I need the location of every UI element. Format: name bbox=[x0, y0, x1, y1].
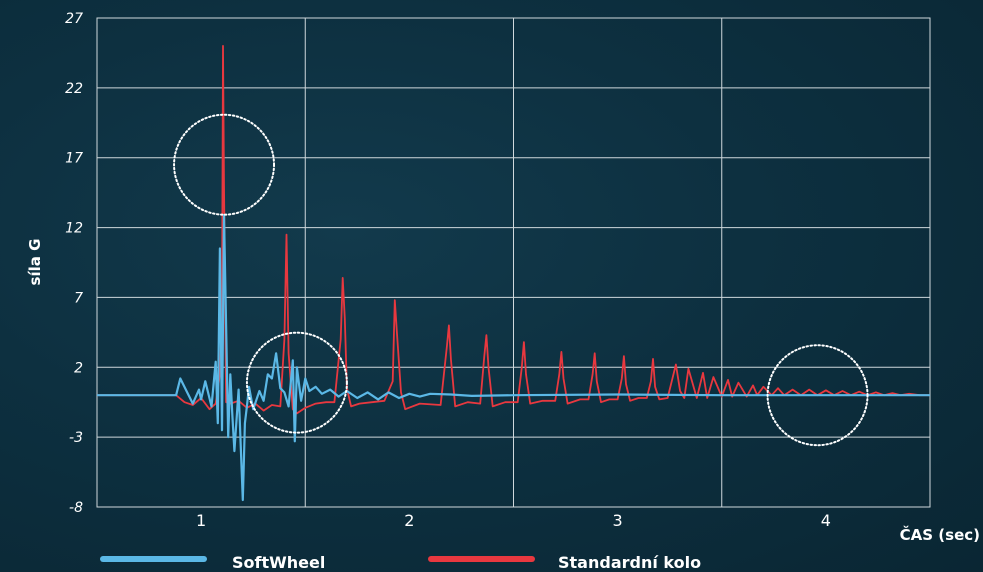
annotation-circle bbox=[245, 331, 348, 434]
x-tick-label: 3 bbox=[613, 511, 623, 530]
y-axis-label: síla G bbox=[26, 239, 44, 286]
y-tick-label: 22 bbox=[65, 81, 83, 97]
x-tick-label: 2 bbox=[404, 511, 414, 530]
legend-swatch-standard bbox=[428, 556, 535, 562]
series-line-softwheel bbox=[97, 213, 930, 502]
y-tick-label: -3 bbox=[69, 430, 83, 446]
legend-label-softwheel: SoftWheel bbox=[232, 553, 325, 572]
annotation-circle bbox=[766, 344, 869, 447]
legend: SoftWheel Standardní kolo bbox=[100, 553, 701, 572]
y-tick-label: 12 bbox=[65, 221, 83, 237]
x-tick-label: 1 bbox=[196, 511, 206, 530]
annotation-circle bbox=[173, 113, 276, 216]
y-tick-label: 2 bbox=[74, 360, 83, 376]
legend-swatch-softwheel bbox=[100, 556, 207, 562]
annotation-layer bbox=[173, 113, 869, 447]
y-tick-label: 17 bbox=[65, 151, 83, 167]
y-axis-ticks: 27 22 17 12 7 2 -3 -8 bbox=[65, 11, 83, 516]
series-layer bbox=[97, 45, 930, 502]
y-tick-label: 27 bbox=[65, 11, 83, 27]
y-tick-label: 7 bbox=[74, 290, 83, 306]
x-axis-ticks: 1 2 3 4 bbox=[196, 511, 831, 530]
legend-label-standard: Standardní kolo bbox=[558, 553, 701, 572]
series-line-standard bbox=[97, 45, 930, 415]
y-tick-label: -8 bbox=[69, 500, 83, 516]
x-tick-label: 4 bbox=[821, 511, 831, 530]
grid bbox=[96, 17, 931, 508]
x-axis-label: ČAS (sec) bbox=[900, 525, 980, 544]
